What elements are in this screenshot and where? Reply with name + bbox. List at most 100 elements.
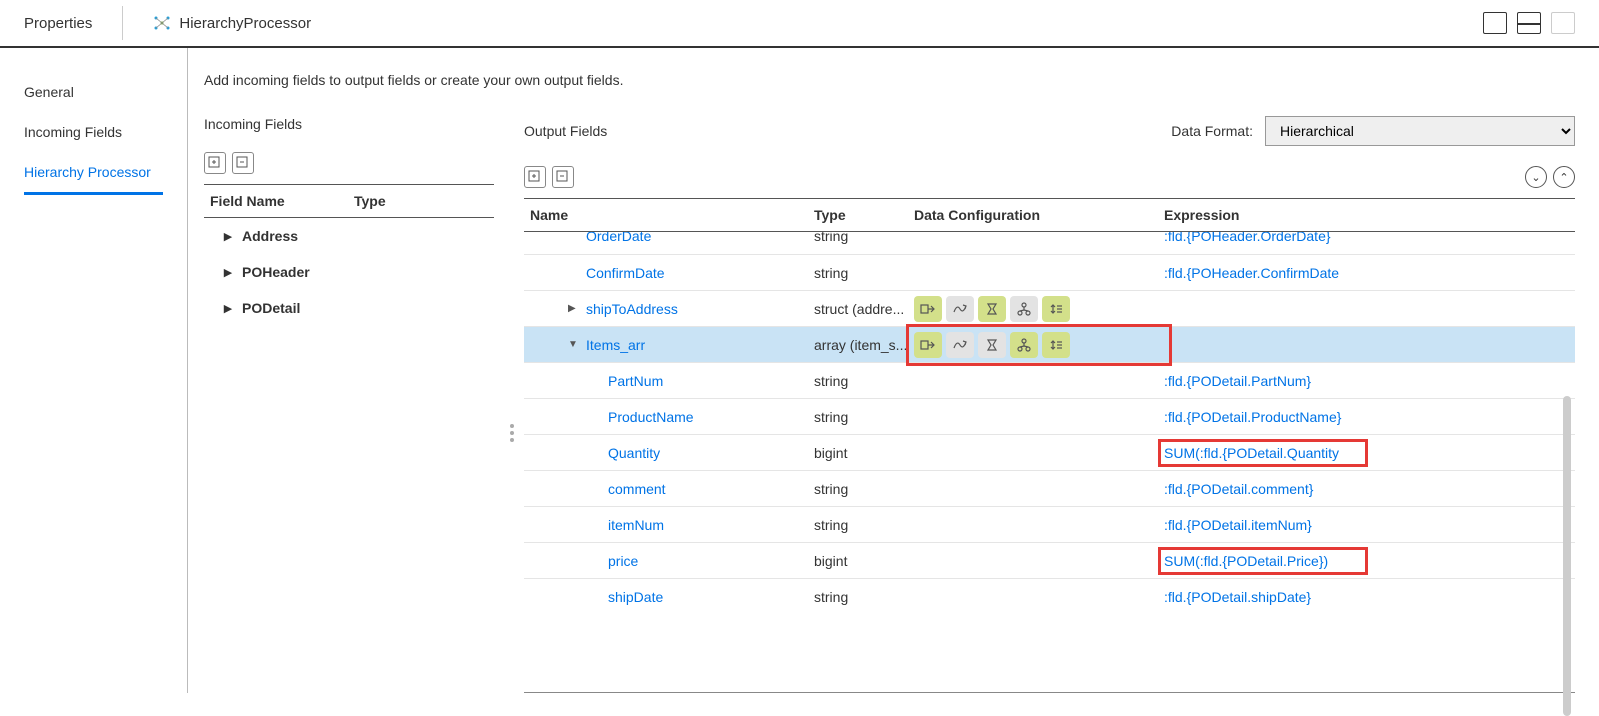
highlight-box: [1158, 547, 1368, 575]
field-name[interactable]: OrderDate: [586, 232, 651, 244]
sidebar-item-hierarchy[interactable]: Hierarchy Processor: [24, 152, 163, 195]
field-name[interactable]: itemNum: [608, 517, 664, 533]
data-format-label: Data Format:: [1171, 123, 1253, 139]
output-panel: Output Fields Data Format: Hierarchical: [524, 116, 1575, 693]
expression[interactable]: SUM(:fld.{PODetail.Quantity: [1164, 445, 1575, 461]
chevron-down-icon[interactable]: ⌄: [1525, 166, 1547, 188]
field-name[interactable]: Items_arr: [586, 337, 645, 353]
output-row[interactable]: shipDate string :fld.{PODetail.shipDate}: [524, 578, 1575, 614]
data-config-cell: [914, 296, 1164, 322]
field-label: Address: [242, 228, 298, 244]
row-action-icon[interactable]: [1010, 296, 1038, 322]
col-name: Name: [524, 207, 814, 223]
output-row[interactable]: ▼ Items_arr array (item_s...: [524, 326, 1575, 362]
expression[interactable]: :fld.{PODetail.itemNum}: [1164, 517, 1575, 533]
field-label: PODetail: [242, 300, 300, 316]
data-format-select[interactable]: Hierarchical: [1265, 116, 1575, 146]
field-name[interactable]: comment: [608, 481, 666, 497]
field-name[interactable]: Quantity: [608, 445, 660, 461]
col-type: Type: [814, 207, 914, 223]
expression[interactable]: :fld.{POHeader.ConfirmDate: [1164, 265, 1575, 281]
expression[interactable]: SUM(:fld.{PODetail.Price}): [1164, 553, 1575, 569]
field-name[interactable]: ConfirmDate: [586, 265, 665, 281]
output-row[interactable]: ▶ shipToAddress struct (addre...: [524, 290, 1575, 326]
field-label: POHeader: [242, 264, 310, 280]
field-type: bigint: [814, 445, 914, 461]
tree-row[interactable]: ▶ POHeader: [204, 254, 494, 290]
expand-all-icon[interactable]: [204, 152, 226, 174]
row-action-icon[interactable]: [1042, 332, 1070, 358]
col-type: Type: [354, 193, 494, 209]
field-type: string: [814, 265, 914, 281]
tree-row[interactable]: ▶ Address: [204, 218, 494, 254]
divider: [122, 6, 123, 40]
expression[interactable]: :fld.{PODetail.shipDate}: [1164, 589, 1575, 605]
expression[interactable]: :fld.{PODetail.PartNum}: [1164, 373, 1575, 389]
row-action-icon[interactable]: [946, 296, 974, 322]
col-expr: Expression: [1164, 207, 1575, 223]
sidebar-item-general[interactable]: General: [0, 72, 187, 112]
field-name[interactable]: shipToAddress: [586, 301, 678, 317]
layout-blank-icon[interactable]: [1551, 12, 1575, 34]
hierarchy-processor-icon: [153, 14, 171, 32]
field-name[interactable]: price: [608, 553, 638, 569]
tree-row[interactable]: ▶ PODetail: [204, 290, 494, 326]
sidebar-item-incoming[interactable]: Incoming Fields: [0, 112, 187, 152]
output-row[interactable]: Quantity bigint SUM(:fld.{PODetail.Quantit…: [524, 434, 1575, 470]
field-type: string: [814, 517, 914, 533]
scrollbar[interactable]: [1563, 396, 1571, 716]
output-row[interactable]: comment string :fld.{PODetail.comment}: [524, 470, 1575, 506]
drag-handle-icon[interactable]: [510, 424, 514, 442]
incoming-title: Incoming Fields: [204, 116, 302, 132]
output-row[interactable]: OrderDate string :fld.{POHeader.OrderDate}: [524, 232, 1575, 254]
field-type: bigint: [814, 553, 914, 569]
field-name[interactable]: shipDate: [608, 589, 663, 605]
page-description: Add incoming fields to output fields or …: [204, 72, 1575, 88]
field-type: struct (addre...: [814, 301, 914, 317]
sidebar: General Incoming Fields Hierarchy Proces…: [0, 48, 188, 693]
expression[interactable]: :fld.{PODetail.ProductName}: [1164, 409, 1575, 425]
field-type: string: [814, 373, 914, 389]
col-field-name: Field Name: [204, 193, 354, 209]
col-config: Data Configuration: [914, 207, 1164, 223]
row-action-icon[interactable]: [914, 332, 942, 358]
output-row[interactable]: ConfirmDate string :fld.{POHeader.ConfirmD…: [524, 254, 1575, 290]
output-row[interactable]: ProductNamestring:fld.{PODetail.ProductN…: [524, 398, 1575, 434]
processor-name: HierarchyProcessor: [179, 15, 311, 32]
header-bar: Properties HierarchyProcessor: [0, 0, 1599, 48]
incoming-panel: Incoming Fields Field Name Type ▶ Ad: [204, 116, 494, 693]
output-row[interactable]: price bigint SUM(:fld.{PODetail.Price}): [524, 542, 1575, 578]
chevron-up-icon[interactable]: ⌃: [1553, 166, 1575, 188]
expand-icon[interactable]: ▶: [568, 303, 580, 314]
collapse-all-icon[interactable]: [232, 152, 254, 174]
expand-icon[interactable]: ▶: [220, 266, 236, 279]
field-name[interactable]: ProductName: [608, 409, 694, 425]
expand-icon[interactable]: ▶: [220, 302, 236, 315]
highlight-box: [1158, 439, 1368, 467]
expression[interactable]: :fld.{POHeader.OrderDate}: [1164, 232, 1575, 244]
data-config-cell: [914, 332, 1164, 358]
row-action-icon[interactable]: [978, 332, 1006, 358]
expression[interactable]: :fld.{PODetail.comment}: [1164, 481, 1575, 497]
field-type: string: [814, 589, 914, 605]
expand-all-icon[interactable]: [524, 166, 546, 188]
expand-icon[interactable]: ▼: [568, 339, 580, 350]
row-action-icon[interactable]: [1042, 296, 1070, 322]
layout-split-icon[interactable]: [1517, 12, 1541, 34]
collapse-all-icon[interactable]: [552, 166, 574, 188]
incoming-table-header: Field Name Type: [204, 184, 494, 218]
layout-single-icon[interactable]: [1483, 12, 1507, 34]
row-action-icon[interactable]: [978, 296, 1006, 322]
output-row[interactable]: itemNum string :fld.{PODetail.itemNum}: [524, 506, 1575, 542]
field-name[interactable]: PartNum: [608, 373, 663, 389]
row-action-icon[interactable]: [914, 296, 942, 322]
expand-icon[interactable]: ▶: [220, 230, 236, 243]
output-table-header: Name Type Data Configuration Expression: [524, 198, 1575, 232]
field-type: string: [814, 232, 914, 244]
field-type: string: [814, 481, 914, 497]
field-type: array (item_s...: [814, 337, 914, 353]
row-action-icon[interactable]: [1010, 332, 1038, 358]
row-action-icon[interactable]: [946, 332, 974, 358]
output-row[interactable]: PartNum string :fld.{PODetail.PartNum}: [524, 362, 1575, 398]
tab-properties[interactable]: Properties: [24, 15, 92, 32]
